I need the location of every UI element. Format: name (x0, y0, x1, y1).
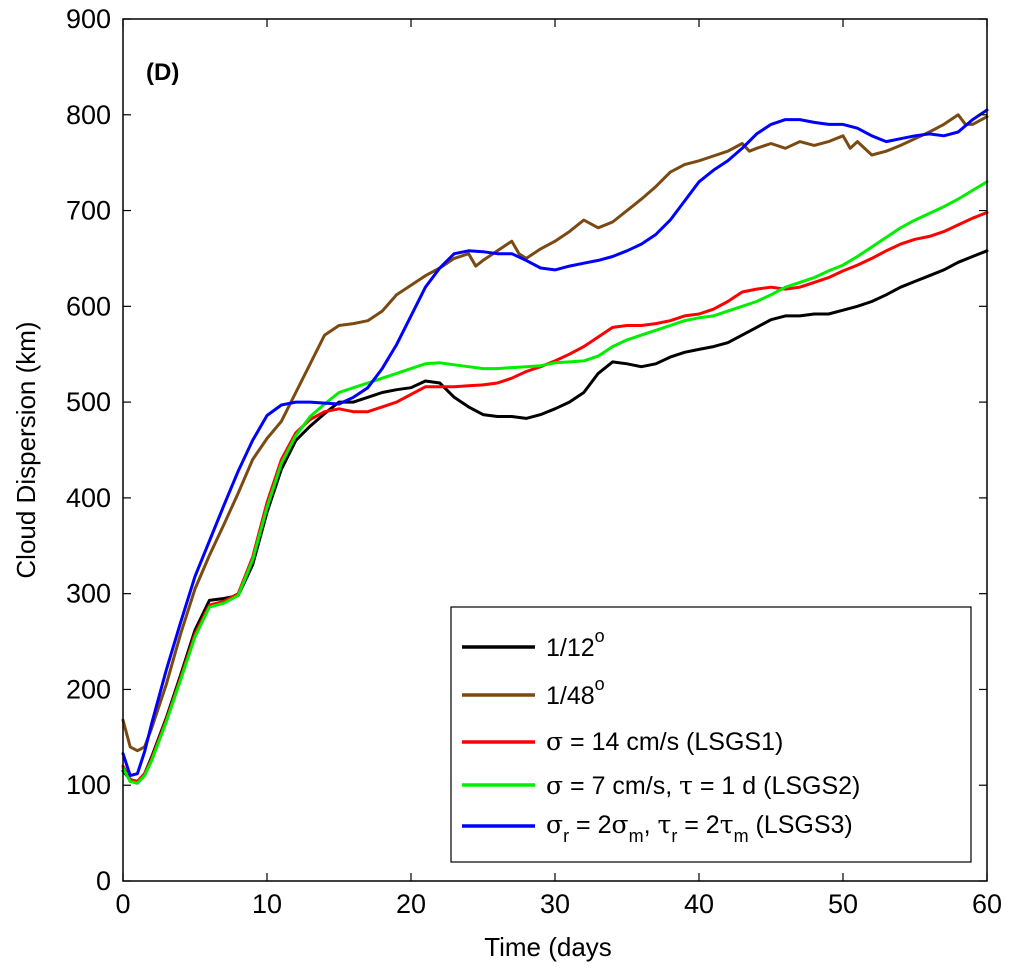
legend-lsgs3-tau-m: τ (720, 810, 734, 839)
legend-lsgs1-text: = 14 cm/s (LSGS1) (563, 728, 783, 756)
legend-lsgs3-text2: , (644, 811, 658, 839)
y-tick-label: 800 (66, 100, 111, 130)
legend-lsgs3-sigma-r: σ (546, 810, 563, 839)
legend-lsgs3-sub-m2: m (734, 826, 749, 846)
x-tick-label: 20 (396, 889, 426, 919)
legend-lsgs2-text1: = 7 cm/s, (563, 772, 679, 800)
legend-label-lsgs2: σ = 7 cm/s, τ = 1 d (LSGS2) (546, 771, 860, 800)
legend-label-lsgs1: σ = 14 cm/s (LSGS1) (546, 727, 783, 756)
legend-lsgs2-tau: τ (679, 771, 693, 800)
legend-1-48-text: 1/48 (546, 682, 595, 710)
y-tick-label: 300 (66, 579, 111, 609)
y-tick-label: 500 (66, 387, 111, 417)
legend-lsgs3-text4: (LSGS3) (749, 811, 853, 839)
legend-lsgs3-sub-m1: m (629, 826, 644, 846)
tick-layer: 0 10 20 30 40 50 60010020030040050060070080090… (66, 4, 1002, 919)
y-tick-label: 700 (66, 196, 111, 226)
legend: 1/12o 1/48o σ = 14 cm/s (LSGS1) σ = 7 cm… (450, 606, 972, 863)
legend-1-48-sup: o (595, 674, 605, 694)
legend-lsgs3-text1: = 2 (569, 811, 611, 839)
legend-label-lsgs3: σr = 2σm, τr = 2τm (LSGS3) (546, 810, 853, 846)
y-tick-label: 400 (66, 483, 111, 513)
x-tick-label: 40 (684, 889, 714, 919)
x-tick-label: 60 (972, 889, 1002, 919)
series-lsgs2 (121, 180, 989, 785)
series-1-48 (121, 113, 989, 753)
x-tick-label: 10 (252, 889, 282, 919)
x-tick-label: 30 (540, 889, 570, 919)
legend-lsgs2-sigma: σ (546, 771, 563, 800)
y-axis-title: Cloud Dispersion (km) (11, 321, 41, 578)
series-lsgs3 (121, 108, 989, 778)
x-tick-label: 0 (115, 889, 130, 919)
legend-lsgs3-sub-r1: r (563, 826, 569, 846)
y-tick-label: 600 (66, 291, 111, 321)
legend-lsgs3-sigma-m: σ (611, 810, 628, 839)
y-tick-label: 0 (96, 866, 111, 896)
legend-lsgs1-sigma: σ (546, 727, 563, 756)
legend-lsgs3-tau-r: τ (657, 810, 671, 839)
legend-box (450, 606, 972, 863)
panel-label: (D) (146, 59, 179, 86)
legend-lsgs3-text3: = 2 (677, 811, 719, 839)
x-axis-title: Time (days (484, 932, 612, 962)
y-tick-label: 100 (66, 770, 111, 800)
y-tick-label: 200 (66, 674, 111, 704)
legend-lsgs2-text2: = 1 d (LSGS2) (693, 772, 860, 800)
legend-label-1-12: 1/12o (546, 626, 605, 662)
legend-1-12-text: 1/12 (546, 634, 595, 662)
legend-label-1-48: 1/48o (546, 674, 605, 710)
x-tick-label: 50 (828, 889, 858, 919)
legend-lsgs3-sub-r2: r (671, 826, 677, 846)
legend-1-12-sup: o (595, 626, 605, 646)
y-tick-label: 900 (66, 4, 111, 34)
series-layer (121, 108, 989, 785)
